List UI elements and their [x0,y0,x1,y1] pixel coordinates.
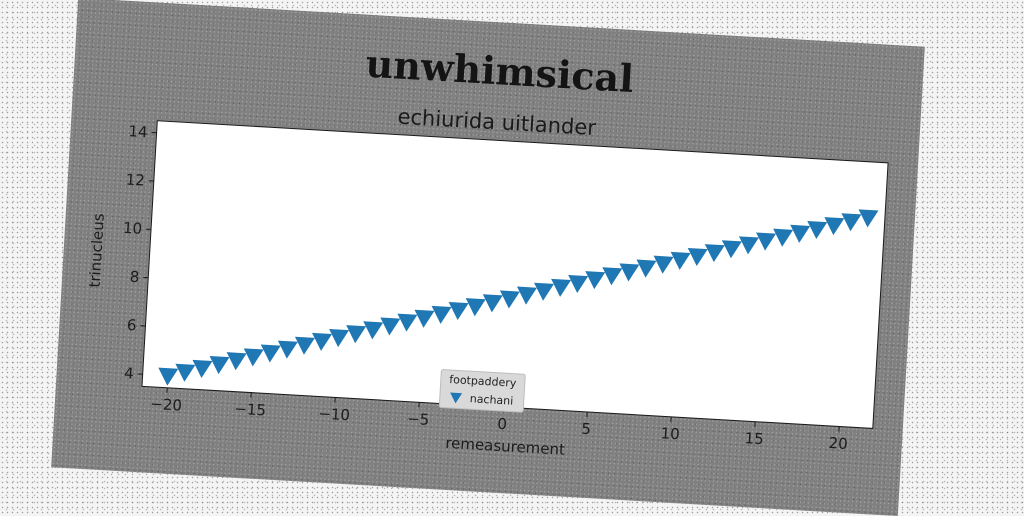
y-axis-label: trinucleus [86,213,108,288]
x-axis-label: remeasurement [445,434,566,459]
legend: footpaddery nachani [439,370,525,413]
x-tick-label: 0 [497,415,508,434]
chart-title: unwhimsical [365,41,635,101]
y-tick-label: 8 [129,268,140,287]
chart-subtitle: echiurida uitlander [397,105,597,140]
legend-label: nachani [469,392,513,407]
x-tick-label: −5 [407,410,430,429]
x-tick-label: 5 [581,420,592,439]
x-tick-label: 20 [828,434,848,453]
chart: unwhimsical echiurida uitlander 4 6 8 10 12 1… [51,0,925,516]
y-tick-label: 6 [126,316,137,335]
y-tick-label: 10 [122,219,142,238]
x-tick-label: 10 [660,424,680,443]
x-tick-label: −20 [150,395,183,415]
figure: unwhimsical echiurida uitlander 4 6 8 10 12 1… [51,0,925,516]
y-tick-label: 4 [124,364,135,383]
y-tick-label: 14 [128,122,148,141]
y-tick-label: 12 [125,170,145,189]
x-tick-label: −15 [234,400,267,420]
x-tick-label: 15 [744,429,764,448]
x-tick-label: −10 [318,405,351,425]
